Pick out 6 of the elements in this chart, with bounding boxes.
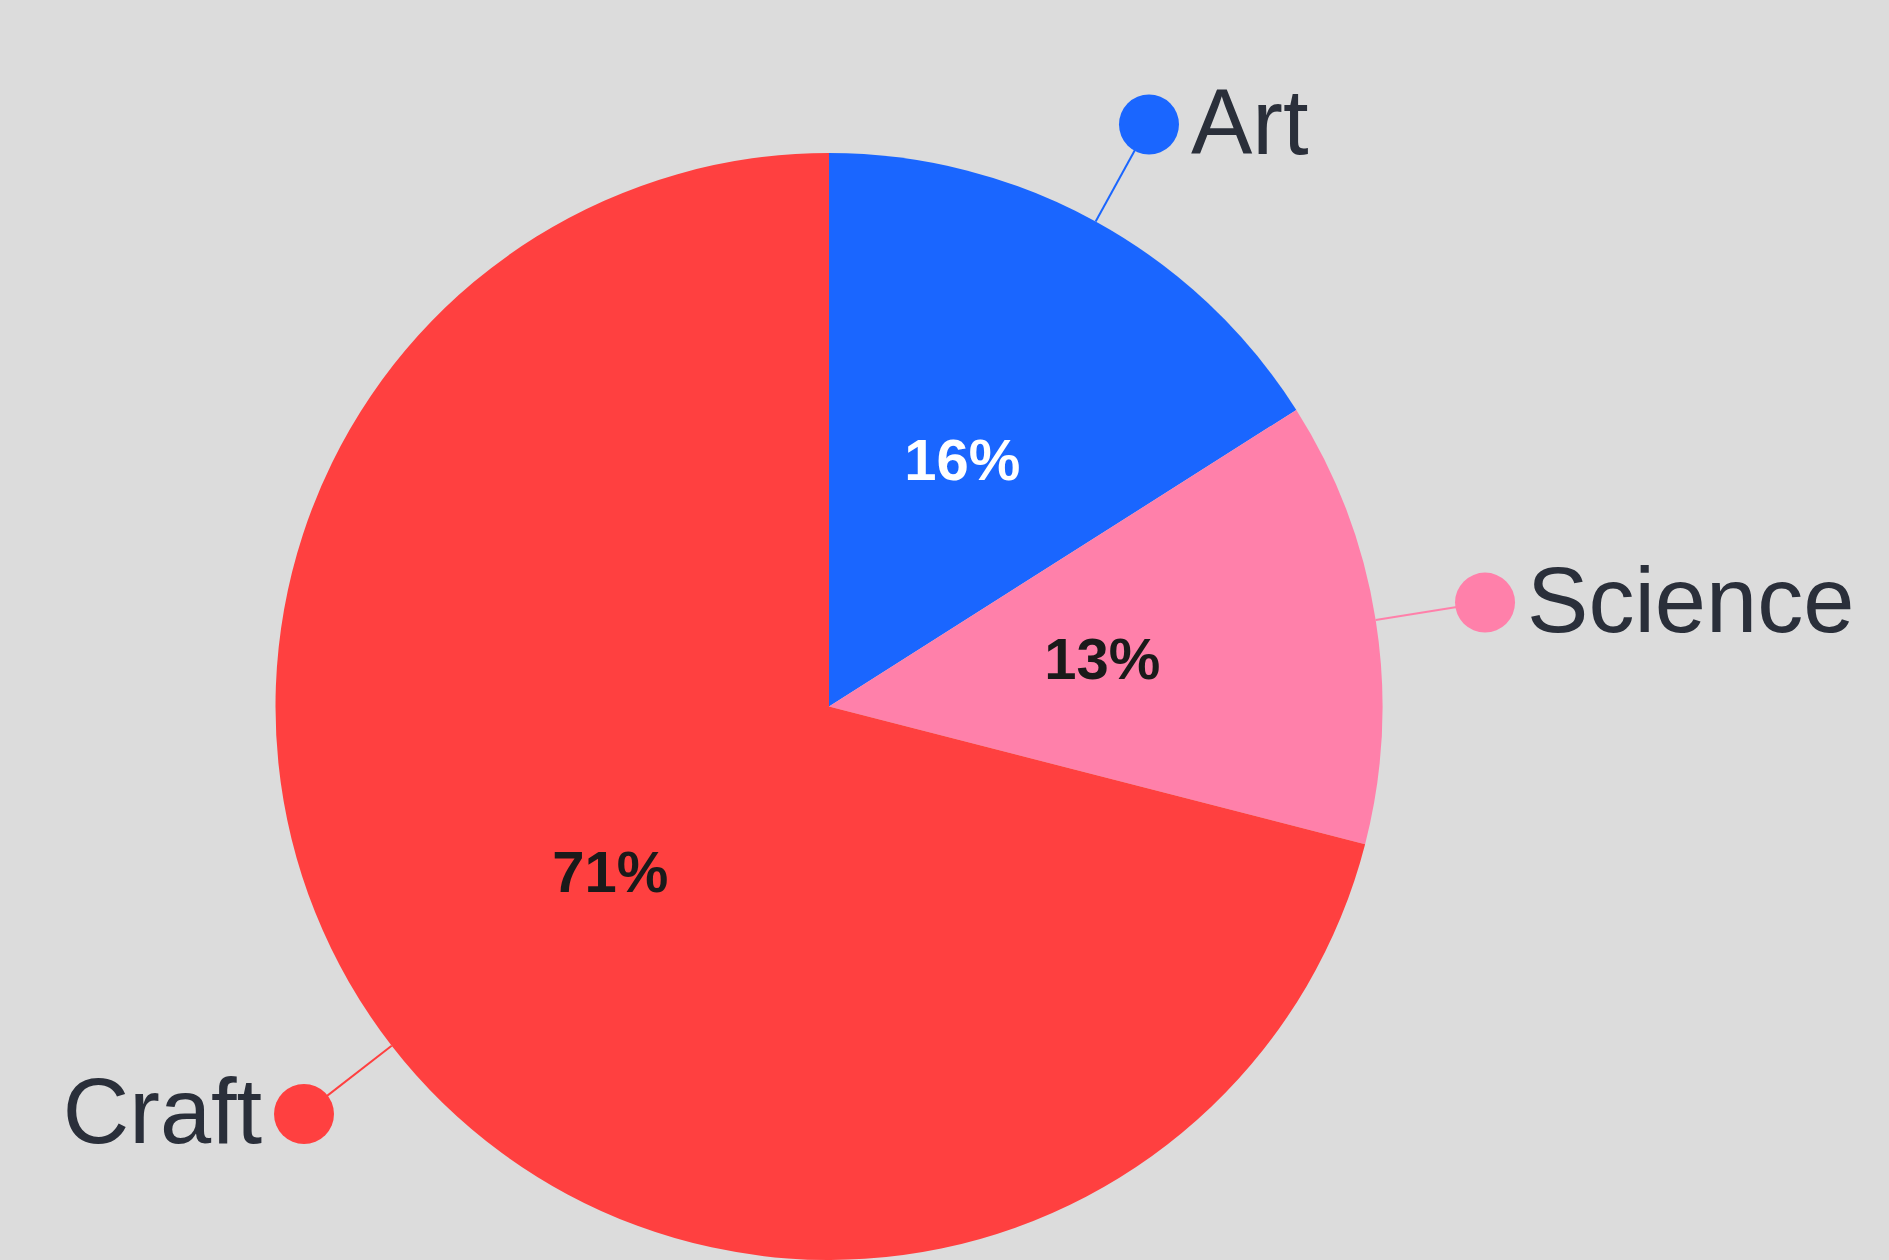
data-label: 16%	[904, 426, 1021, 492]
legend-label: Science	[1527, 548, 1855, 651]
slice-label: Craft	[62, 1059, 263, 1162]
data-label: 13%	[1044, 626, 1161, 692]
legend-label: Art	[1190, 70, 1309, 173]
data-label: 71%	[552, 839, 669, 905]
